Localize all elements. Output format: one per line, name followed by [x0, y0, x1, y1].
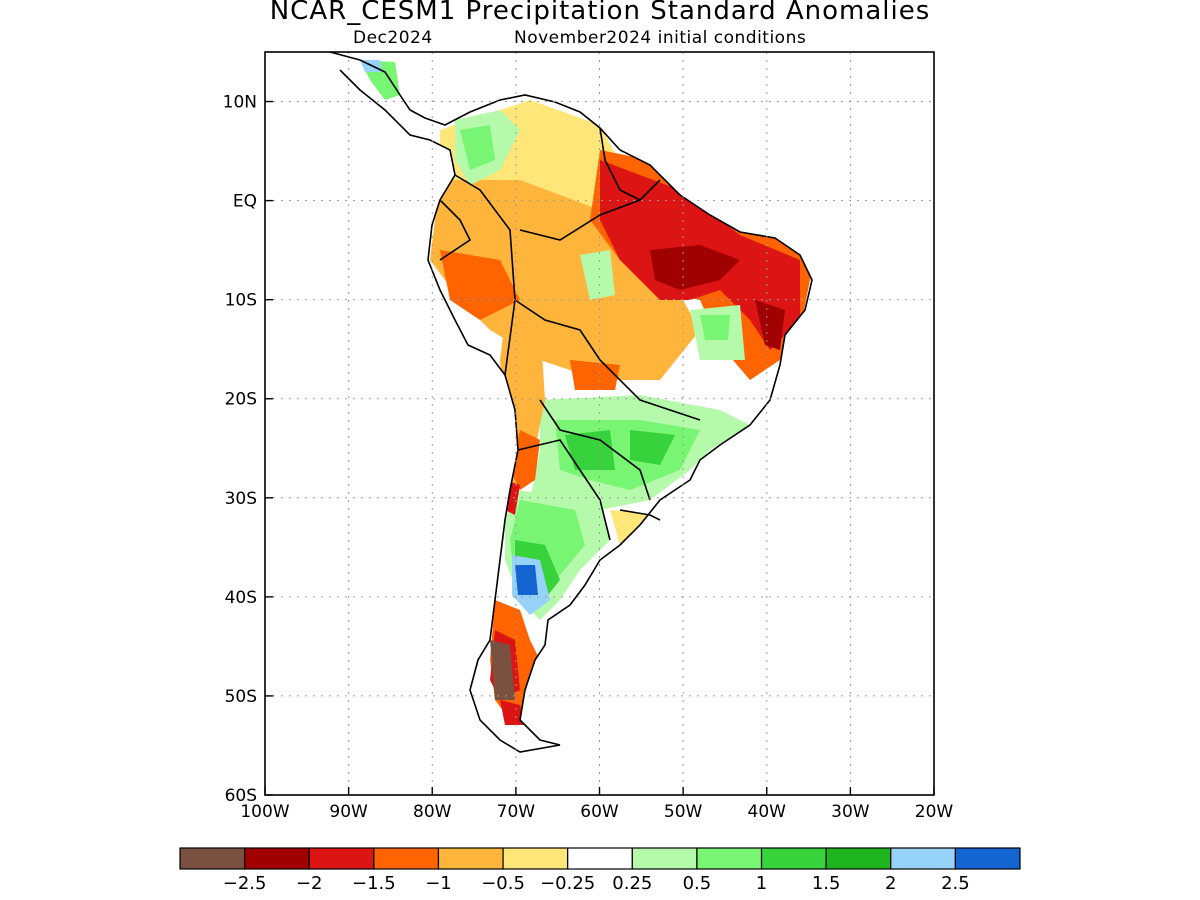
lon-tick-label: 80W — [413, 802, 452, 822]
anomaly-field — [330, 52, 812, 752]
lat-tick-label: 10N — [223, 93, 257, 113]
colorbar-swatch — [631, 847, 698, 870]
map-title: NCAR_CESM1 Precipitation Standard Anomal… — [269, 0, 931, 26]
colorbar-label: −1 — [425, 873, 452, 894]
colorbar-label: 1 — [756, 873, 767, 894]
lon-tick-label: 40W — [748, 802, 787, 822]
colorbar-label: −0.5 — [481, 873, 525, 894]
valid-month: Dec2024 — [353, 28, 433, 48]
colorbar-swatch — [437, 847, 504, 870]
longitude-axis: 100W 90W 80W 70W 60W 50W 40W 30W 20W — [240, 787, 953, 822]
lat-tick-label: 60S — [225, 786, 257, 806]
lon-tick-label: 30W — [831, 802, 870, 822]
lon-tick-label: 100W — [240, 802, 289, 822]
lat-tick-label: 50S — [225, 687, 257, 707]
lon-tick-label: 50W — [664, 802, 703, 822]
colorbar-label: −2 — [296, 873, 323, 894]
colorbar-swatch — [696, 847, 763, 870]
colorbar-swatch — [179, 847, 246, 870]
colorbar-label: 0.5 — [683, 873, 712, 894]
colorbar-swatch — [502, 847, 569, 870]
lat-tick-label: 40S — [225, 588, 257, 608]
lat-tick-label: 30S — [225, 489, 257, 509]
lon-tick-label: 90W — [329, 802, 368, 822]
colorbar-swatch — [308, 847, 375, 870]
latitude-axis: 10N EQ 10S 20S 30S 40S 50S 60S — [223, 93, 273, 806]
lon-tick-label: 60W — [580, 802, 619, 822]
colorbar-label: 2 — [885, 873, 896, 894]
colorbar-label: −2.5 — [223, 873, 267, 894]
colorbar-label: 1.5 — [812, 873, 841, 894]
colorbar-label: 2.5 — [941, 873, 970, 894]
colorbar-label: 0.25 — [612, 873, 652, 894]
lat-tick-label: 10S — [225, 291, 257, 311]
colorbar-label: −0.25 — [540, 873, 595, 894]
lon-tick-label: 20W — [915, 802, 954, 822]
colorbar-swatch — [760, 847, 827, 870]
colorbar-swatch — [954, 847, 1021, 870]
lat-tick-label: EQ — [233, 192, 257, 212]
initial-conditions: November2024 initial conditions — [514, 28, 807, 48]
colorbar-swatch — [567, 847, 633, 870]
lon-tick-label: 70W — [497, 802, 536, 822]
colorbar-swatch — [373, 847, 440, 870]
colorbar-swatch — [244, 847, 310, 870]
colorbar: −2.5 −2 −1.5 −1 −0.5 −0.25 0.25 0.5 1 1.5 2 2.5 — [179, 847, 1021, 894]
colorbar-label: −1.5 — [352, 873, 396, 894]
colorbar-swatch — [825, 847, 892, 870]
coastlines — [329, 52, 813, 753]
lat-tick-label: 20S — [225, 390, 257, 410]
colorbar-swatch — [890, 847, 956, 870]
